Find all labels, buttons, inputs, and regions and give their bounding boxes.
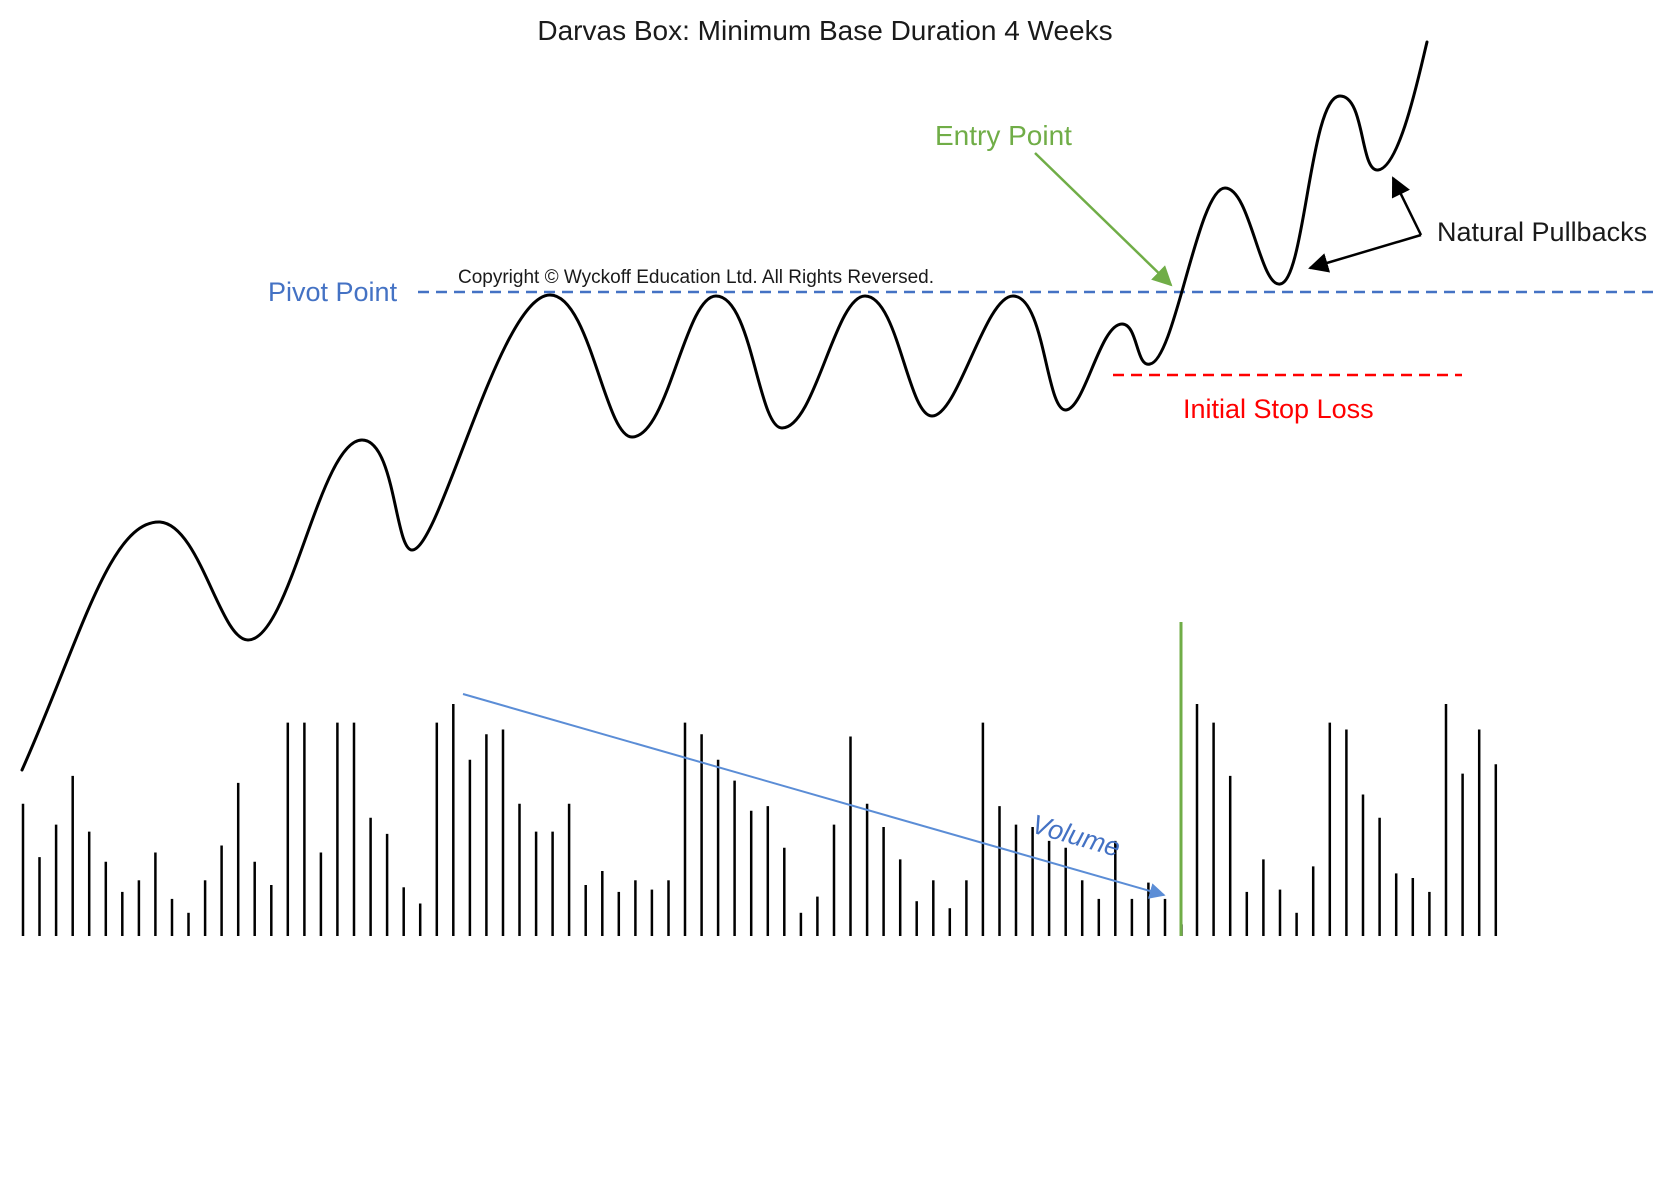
pivot-point-label: Pivot Point	[268, 277, 398, 307]
entry-point-arrow	[1034, 152, 1173, 287]
copyright-notice: Copyright © Wyckoff Education Ltd. All R…	[458, 267, 934, 288]
pullback-arrow-lower	[1308, 233, 1422, 273]
volume-trend-arrow	[462, 693, 1166, 899]
volume-bars	[21, 704, 1498, 936]
entry-point-label: Entry Point	[935, 120, 1072, 151]
initial-stop-loss-label: Initial Stop Loss	[1183, 394, 1374, 424]
pullback-arrow-upper	[1391, 176, 1423, 236]
price-line	[20, 40, 1429, 772]
diagram-title: Darvas Box: Minimum Base Duration 4 Week…	[537, 15, 1112, 46]
volume-label: Volume	[1028, 809, 1123, 863]
natural-pullbacks-label: Natural Pullbacks	[1437, 217, 1647, 247]
